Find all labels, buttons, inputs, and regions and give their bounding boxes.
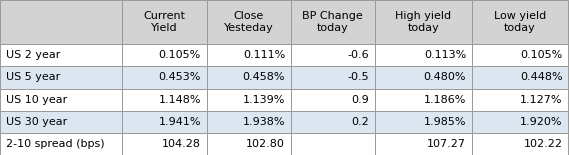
Bar bbox=[0, 0, 122, 44]
Text: 1.941%: 1.941% bbox=[158, 117, 201, 127]
Text: Current
Yield: Current Yield bbox=[143, 11, 185, 33]
Bar bbox=[291, 44, 375, 66]
Text: US 5 year: US 5 year bbox=[6, 72, 60, 82]
Text: 102.22: 102.22 bbox=[523, 139, 563, 149]
Bar bbox=[472, 66, 568, 89]
Text: 102.80: 102.80 bbox=[246, 139, 285, 149]
Text: 0.458%: 0.458% bbox=[242, 72, 285, 82]
Text: 0.480%: 0.480% bbox=[423, 72, 466, 82]
Bar bbox=[122, 44, 207, 66]
Bar bbox=[0, 89, 122, 111]
Bar bbox=[207, 89, 291, 111]
Bar bbox=[122, 111, 207, 133]
Bar bbox=[0, 66, 122, 89]
Bar bbox=[0, 133, 122, 155]
Bar bbox=[375, 44, 472, 66]
Bar bbox=[472, 133, 568, 155]
Bar bbox=[291, 0, 375, 44]
Bar bbox=[472, 44, 568, 66]
Text: 1.920%: 1.920% bbox=[520, 117, 563, 127]
Text: 1.985%: 1.985% bbox=[423, 117, 466, 127]
Bar bbox=[472, 0, 568, 44]
Text: US 10 year: US 10 year bbox=[6, 95, 67, 105]
Bar bbox=[207, 44, 291, 66]
Bar bbox=[375, 133, 472, 155]
Bar bbox=[122, 89, 207, 111]
Text: 0.453%: 0.453% bbox=[159, 72, 201, 82]
Bar bbox=[291, 133, 375, 155]
Text: 1.139%: 1.139% bbox=[243, 95, 285, 105]
Text: 0.448%: 0.448% bbox=[520, 72, 563, 82]
Bar bbox=[122, 0, 207, 44]
Text: 107.27: 107.27 bbox=[427, 139, 466, 149]
Text: -0.6: -0.6 bbox=[348, 50, 369, 60]
Text: -0.5: -0.5 bbox=[348, 72, 369, 82]
Bar bbox=[375, 66, 472, 89]
Text: 1.127%: 1.127% bbox=[520, 95, 563, 105]
Bar bbox=[472, 111, 568, 133]
Text: 0.111%: 0.111% bbox=[243, 50, 285, 60]
Text: BP Change
today: BP Change today bbox=[303, 11, 363, 33]
Bar bbox=[207, 111, 291, 133]
Text: 1.938%: 1.938% bbox=[242, 117, 285, 127]
Bar bbox=[375, 0, 472, 44]
Bar bbox=[291, 66, 375, 89]
Bar bbox=[291, 89, 375, 111]
Text: 0.9: 0.9 bbox=[352, 95, 369, 105]
Bar bbox=[0, 111, 122, 133]
Bar bbox=[207, 133, 291, 155]
Text: 2-10 spread (bps): 2-10 spread (bps) bbox=[6, 139, 104, 149]
Bar bbox=[375, 111, 472, 133]
Text: 1.148%: 1.148% bbox=[158, 95, 201, 105]
Text: Close
Yesteday: Close Yesteday bbox=[224, 11, 274, 33]
Text: 0.105%: 0.105% bbox=[159, 50, 201, 60]
Bar bbox=[207, 0, 291, 44]
Text: Low yield
today: Low yield today bbox=[494, 11, 546, 33]
Text: 104.28: 104.28 bbox=[162, 139, 201, 149]
Text: 0.105%: 0.105% bbox=[521, 50, 563, 60]
Text: High yield
today: High yield today bbox=[395, 11, 451, 33]
Bar bbox=[472, 89, 568, 111]
Bar bbox=[0, 44, 122, 66]
Bar bbox=[122, 66, 207, 89]
Text: US 30 year: US 30 year bbox=[6, 117, 67, 127]
Text: 0.113%: 0.113% bbox=[424, 50, 466, 60]
Bar bbox=[375, 89, 472, 111]
Bar bbox=[291, 111, 375, 133]
Text: 0.2: 0.2 bbox=[352, 117, 369, 127]
Bar bbox=[122, 133, 207, 155]
Text: US 2 year: US 2 year bbox=[6, 50, 60, 60]
Bar bbox=[207, 66, 291, 89]
Text: 1.186%: 1.186% bbox=[424, 95, 466, 105]
